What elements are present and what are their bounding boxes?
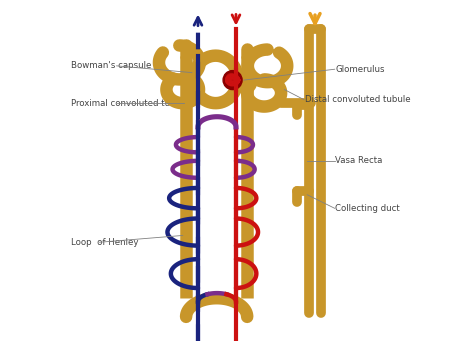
- Text: Collecting duct: Collecting duct: [336, 204, 400, 213]
- Circle shape: [223, 70, 242, 90]
- Text: Distal convoluted tubule: Distal convoluted tubule: [305, 95, 410, 104]
- Text: Loop  of Henley: Loop of Henley: [71, 238, 138, 247]
- Text: Bowman's capsule: Bowman's capsule: [71, 61, 151, 70]
- Text: Glomerulus: Glomerulus: [336, 65, 385, 74]
- Text: Vasa Recta: Vasa Recta: [336, 156, 383, 165]
- Circle shape: [226, 74, 237, 84]
- Text: Proximal convoluted tubule: Proximal convoluted tubule: [71, 98, 189, 108]
